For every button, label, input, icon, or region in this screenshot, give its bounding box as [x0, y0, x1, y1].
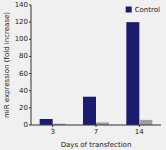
- y-tick-label: 140: [15, 1, 28, 9]
- chart-container: 0 20 40 60 80 100 120 140 3 7 14Days of transfecti…: [0, 0, 166, 150]
- bar: [83, 97, 96, 125]
- y-tick: [29, 5, 31, 6]
- background: [0, 0, 166, 150]
- y-tick: [29, 107, 31, 108]
- x-tick-label: 14: [135, 128, 144, 136]
- y-tick-label: 40: [19, 87, 28, 95]
- y-tick: [29, 22, 31, 23]
- y-tick: [29, 39, 31, 40]
- y-tick: [29, 56, 31, 57]
- y-axis-label: miR expression (fold increase): [3, 12, 11, 118]
- y-tick: [29, 90, 31, 91]
- legend-label: Control: [135, 6, 160, 14]
- y-tick-label: 120: [15, 18, 28, 26]
- bars: [40, 22, 153, 125]
- y-tick-label: 0: [24, 121, 28, 129]
- bar: [126, 22, 139, 125]
- y-tick: [29, 73, 31, 74]
- y-tick-label: 20: [19, 104, 28, 112]
- legend: Control: [126, 6, 160, 14]
- legend-swatch: [126, 7, 132, 13]
- x-axis-label: Days of transfection: [61, 141, 132, 149]
- y-tick: [29, 125, 31, 126]
- y-tick-label: 80: [19, 52, 28, 60]
- y-axis-line: [31, 5, 32, 125]
- y-tick-label: 100: [15, 35, 28, 43]
- bar: [40, 119, 53, 125]
- bar: [139, 120, 152, 125]
- chart: 0 20 40 60 80 100 120 140 3 7 14Days of transfecti…: [0, 0, 166, 150]
- x-tick-label: 7: [94, 128, 98, 136]
- x-tick-label: 3: [50, 128, 54, 136]
- y-tick-label: 60: [19, 70, 28, 78]
